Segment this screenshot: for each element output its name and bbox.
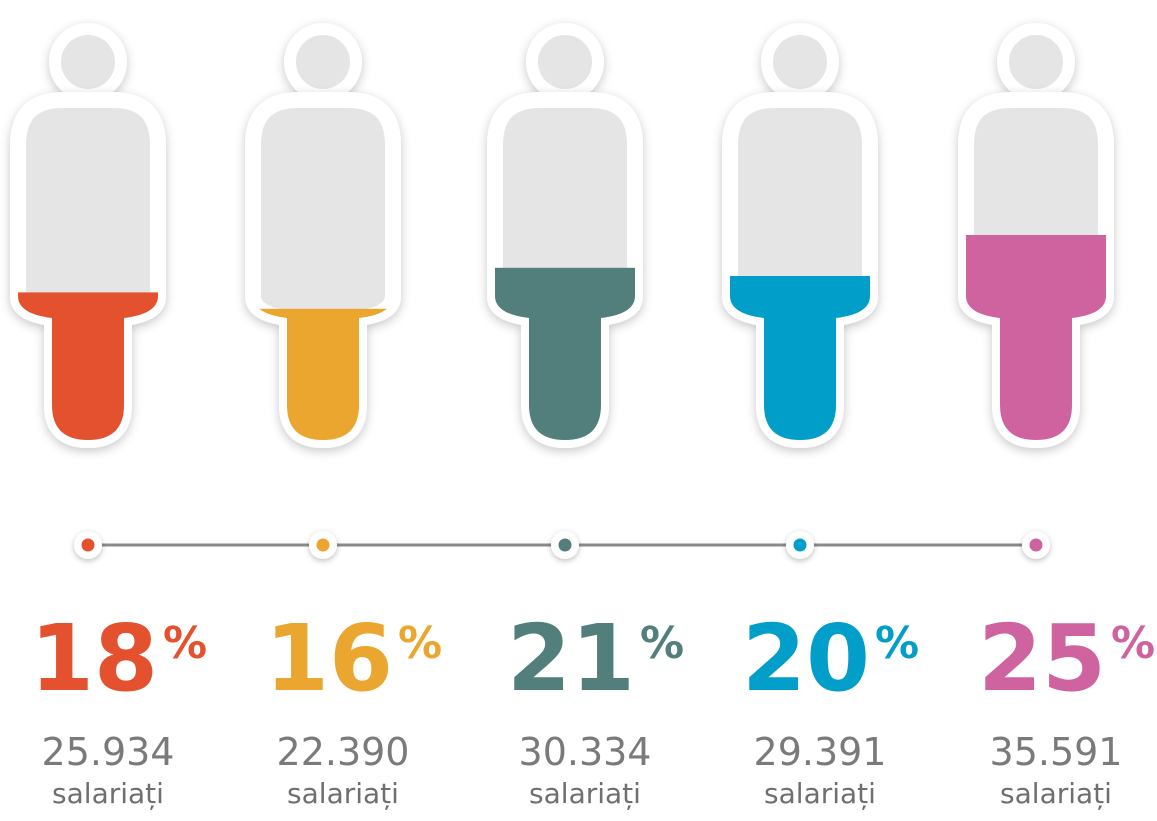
figure [958,23,1114,448]
percent-sign: % [398,618,442,669]
head [526,23,604,101]
caption: salariați [1000,777,1112,810]
percent-value: 16 [265,605,393,712]
percent-value: 25 [978,605,1106,712]
caption: salariați [52,777,164,810]
caption: salariați [764,777,876,810]
timeline-dot-inner [793,538,807,552]
count-label: 22.390 [277,730,410,774]
head [997,23,1075,101]
fill-level [966,235,1106,440]
percent-sign: % [163,618,207,669]
percent-value: 20 [742,605,870,712]
count-label: 25.934 [42,730,175,774]
timeline-dot-inner [81,538,95,552]
figure [487,23,643,448]
head [761,23,839,101]
timeline-dot-inner [558,538,572,552]
head [49,23,127,101]
caption: salariați [287,777,399,810]
percent-value: 18 [30,605,158,712]
count-label: 35.591 [990,730,1123,774]
fill-level [18,292,158,440]
percent-sign: % [640,618,684,669]
fill-level [253,308,393,440]
figure [245,23,401,448]
percent-sign: % [875,618,919,669]
fill-level [495,267,635,440]
timeline-dot-inner [316,538,330,552]
timeline-dot-inner [1029,538,1043,552]
count-label: 29.391 [754,730,887,774]
figure [10,23,166,448]
fill-level [730,276,870,440]
figure [722,23,878,448]
head [284,23,362,101]
percent-sign: % [1111,618,1155,669]
count-label: 30.334 [519,730,652,774]
caption: salariați [529,777,641,810]
percent-value: 21 [507,605,635,712]
